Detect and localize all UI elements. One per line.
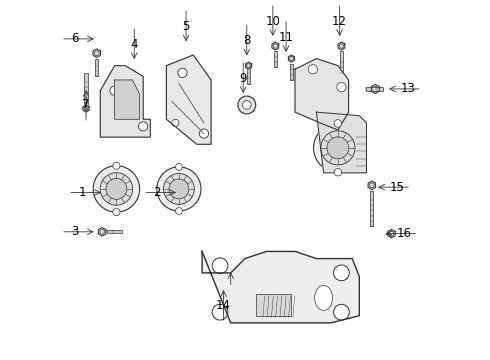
Bar	[256, 294, 292, 316]
Circle shape	[164, 174, 195, 204]
Text: 2: 2	[153, 186, 161, 199]
Text: 15: 15	[390, 181, 405, 194]
Bar	[247, 66, 250, 84]
Polygon shape	[98, 228, 106, 236]
Bar	[367, 87, 383, 90]
Bar	[370, 191, 373, 226]
Bar	[290, 64, 293, 80]
Text: 3: 3	[72, 225, 79, 238]
Polygon shape	[100, 66, 150, 137]
Text: 11: 11	[279, 31, 294, 44]
Circle shape	[110, 86, 119, 95]
Polygon shape	[93, 49, 100, 58]
Polygon shape	[295, 59, 348, 130]
Circle shape	[169, 179, 189, 199]
Bar	[84, 73, 88, 109]
Text: 14: 14	[216, 298, 231, 311]
Polygon shape	[272, 42, 279, 50]
Bar	[107, 230, 122, 233]
Circle shape	[157, 167, 201, 211]
Circle shape	[334, 304, 349, 320]
Text: 12: 12	[332, 14, 347, 27]
Polygon shape	[167, 55, 211, 144]
Polygon shape	[115, 80, 140, 119]
Polygon shape	[288, 55, 294, 62]
Circle shape	[212, 258, 228, 274]
Polygon shape	[202, 251, 359, 323]
Circle shape	[334, 120, 342, 127]
Text: 7: 7	[82, 99, 90, 112]
Text: 9: 9	[240, 72, 247, 85]
Circle shape	[308, 64, 318, 74]
Polygon shape	[371, 84, 379, 94]
Circle shape	[175, 163, 182, 170]
Text: 6: 6	[72, 32, 79, 45]
Polygon shape	[338, 42, 345, 50]
Bar	[340, 51, 343, 73]
Circle shape	[100, 173, 133, 205]
Polygon shape	[83, 105, 89, 112]
Circle shape	[314, 123, 362, 172]
Circle shape	[178, 68, 187, 77]
Circle shape	[243, 101, 251, 109]
Circle shape	[113, 162, 120, 169]
Circle shape	[334, 265, 349, 281]
Text: 5: 5	[182, 20, 190, 33]
Circle shape	[106, 179, 127, 199]
Polygon shape	[388, 229, 395, 238]
Text: 13: 13	[400, 82, 415, 95]
Polygon shape	[368, 181, 375, 190]
Circle shape	[212, 304, 228, 320]
Bar	[274, 51, 277, 67]
Polygon shape	[317, 112, 367, 173]
Polygon shape	[245, 62, 252, 69]
Bar	[95, 59, 98, 76]
Text: 4: 4	[130, 38, 138, 51]
Text: 16: 16	[397, 227, 412, 240]
Text: 10: 10	[266, 14, 280, 27]
Circle shape	[172, 119, 179, 126]
Text: 8: 8	[243, 34, 250, 47]
Text: 1: 1	[78, 186, 86, 199]
Circle shape	[93, 166, 140, 212]
Circle shape	[327, 137, 349, 159]
Ellipse shape	[315, 285, 333, 310]
Circle shape	[175, 208, 182, 215]
Circle shape	[199, 129, 209, 138]
Circle shape	[334, 168, 342, 176]
Circle shape	[139, 122, 148, 131]
Circle shape	[238, 96, 256, 114]
Circle shape	[321, 131, 355, 165]
Circle shape	[113, 208, 120, 216]
Circle shape	[337, 82, 346, 92]
